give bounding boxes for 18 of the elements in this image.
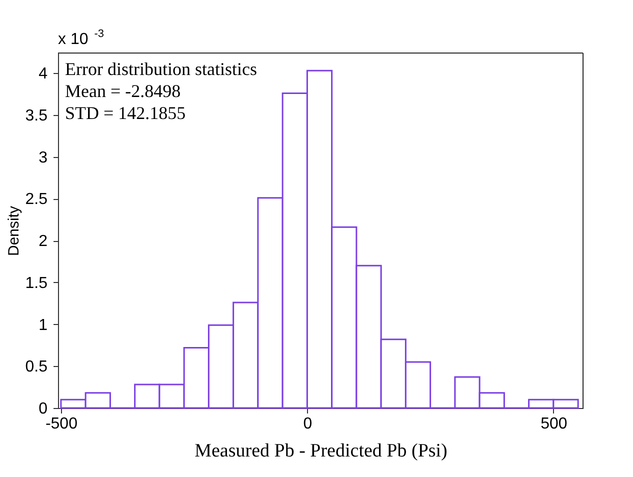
y-tick-label: 0 [38,400,48,418]
y-axis-title: Density [5,206,22,256]
x-axis-title: Measured Pb - Predicted Pb (Psi) [194,440,448,462]
y-tick-label: 0.5 [25,358,48,376]
text: x 10-3 [58,28,104,48]
y-tick-label: 1 [38,316,48,334]
y-tick-label: 2.5 [25,191,48,208]
annotation: Error distribution statistics [65,59,257,79]
y-tick-label: 1.5 [25,274,48,292]
y-tick-label: 3.5 [25,107,48,124]
annotation: STD = 142.1855 [65,103,186,123]
y-tick-label: 4 [38,66,48,83]
x-tick-label: -500 [45,416,78,432]
y-tick-label: 3 [38,149,48,166]
y-tick-label: 2 [38,233,48,250]
x-tick-label: 500 [540,416,568,432]
x-tick-label: 0 [303,416,312,432]
annotation: Mean = -2.8498 [65,81,181,101]
